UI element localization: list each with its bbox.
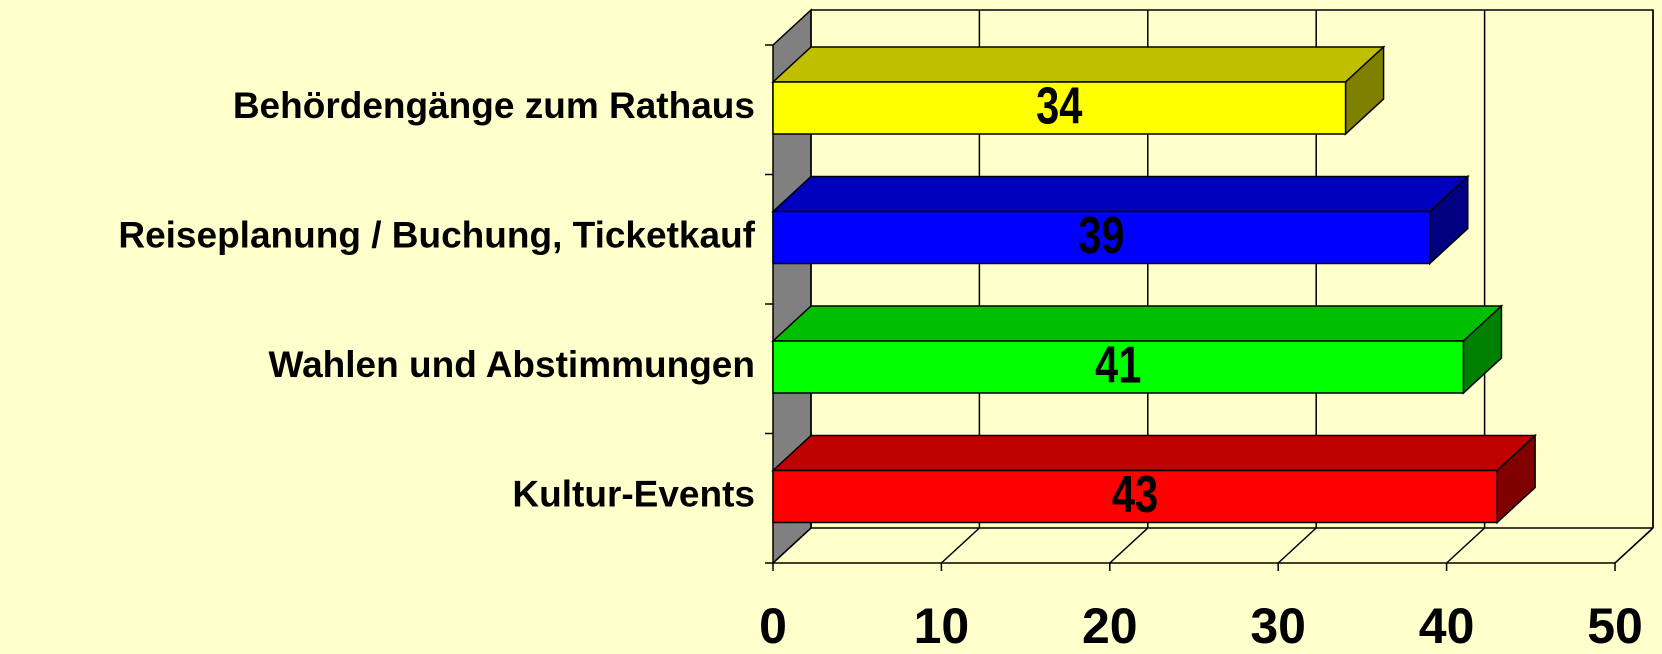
category-label: Behördengänge zum Rathaus <box>233 85 755 126</box>
floor-line <box>1277 527 1317 564</box>
category-label: Reiseplanung / Buchung, Ticketkauf <box>118 214 755 255</box>
bar <box>772 81 1347 135</box>
bar <box>772 340 1465 394</box>
floor-line <box>1109 527 1149 564</box>
value-label: 34 <box>1036 76 1082 135</box>
bar <box>772 210 1431 265</box>
category-label: Kultur-Events <box>512 473 755 514</box>
x-tick-label: 30 <box>1250 598 1306 654</box>
x-tick-label: 50 <box>1587 598 1643 654</box>
floor-line <box>940 527 980 564</box>
x-tick-label: 10 <box>914 598 970 654</box>
floor-line <box>772 527 812 564</box>
x-tick-label: 40 <box>1419 598 1475 654</box>
category-label: Wahlen und Abstimmungen <box>269 344 755 385</box>
bar <box>772 469 1498 524</box>
value-label: 43 <box>1112 465 1158 524</box>
x-tick-label: 20 <box>1082 598 1138 654</box>
x-tick-label: 0 <box>759 598 787 654</box>
value-label: 39 <box>1078 206 1124 265</box>
floor-line <box>1614 527 1654 564</box>
value-label: 41 <box>1095 335 1141 394</box>
floor-line <box>1446 527 1486 564</box>
